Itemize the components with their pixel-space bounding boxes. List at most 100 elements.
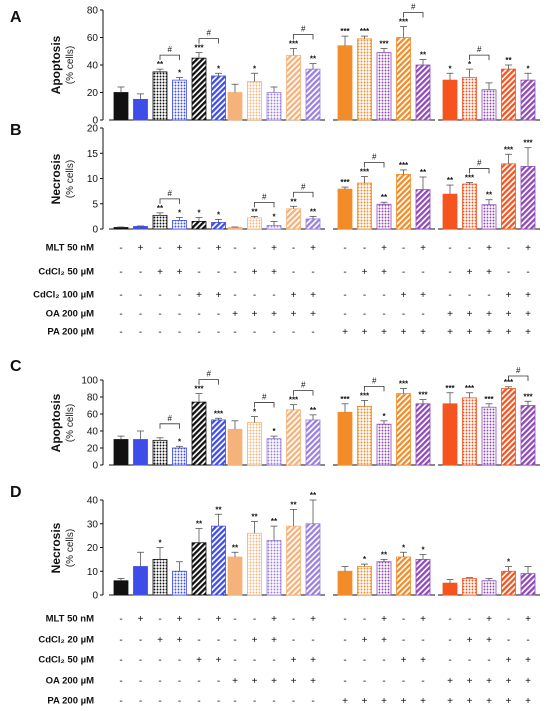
- panel-label-A: A: [10, 9, 22, 26]
- condition-sign: +: [216, 614, 222, 625]
- condition-sign: -: [139, 290, 142, 301]
- bar: [520, 405, 536, 466]
- bar: [376, 423, 392, 466]
- condition-sign: +: [420, 614, 426, 625]
- condition-sign: -: [158, 243, 161, 254]
- condition-sign: -: [292, 614, 295, 625]
- condition-sign: +: [447, 696, 453, 707]
- y-tick-label: 20: [87, 444, 99, 455]
- condition-sign: +: [381, 327, 387, 338]
- bar: [113, 227, 129, 230]
- bracket-label: #: [301, 25, 306, 34]
- significance-label: **: [486, 191, 493, 200]
- comparison-bracket: [469, 54, 490, 61]
- condition-sign: +: [291, 309, 297, 320]
- bar: [357, 38, 372, 121]
- significance-label: *: [382, 412, 386, 421]
- significance-label: **: [157, 204, 164, 213]
- y-tick-label: 0: [92, 116, 98, 127]
- bracket-label: #: [168, 45, 173, 54]
- condition-sign: +: [157, 635, 163, 646]
- condition-sign: -: [217, 696, 220, 707]
- bar: [286, 54, 301, 121]
- condition-sign: -: [292, 243, 295, 254]
- bar: [266, 539, 282, 596]
- bar: [152, 558, 168, 596]
- condition-sign: +: [310, 676, 316, 687]
- condition-sign: -: [272, 327, 275, 338]
- bar: [191, 401, 207, 466]
- condition-sign: -: [526, 635, 529, 646]
- condition-sign: +: [447, 676, 453, 687]
- significance-label: **: [310, 55, 317, 64]
- condition-sign: -: [178, 696, 181, 707]
- y-tick-label: 0: [92, 461, 98, 472]
- condition-sign: +: [401, 696, 407, 707]
- condition-sign: -: [363, 655, 366, 666]
- significance-label: ***: [379, 40, 389, 49]
- conditions_top-row-label: CdCl₂ 100 µM: [33, 290, 94, 301]
- condition-sign: -: [526, 267, 529, 278]
- bar: [305, 419, 321, 466]
- bracket-label: #: [207, 370, 212, 379]
- condition-sign: +: [467, 635, 473, 646]
- y-axis-label: Apoptosis: [49, 393, 63, 452]
- comparison-bracket: [159, 198, 180, 204]
- bar: [305, 218, 321, 230]
- significance-label: ***: [360, 391, 370, 400]
- y-axis-label: Necrosis: [49, 153, 63, 204]
- significance-label: **: [381, 550, 388, 559]
- condition-sign: -: [158, 655, 161, 666]
- condition-sign: -: [158, 614, 161, 625]
- bracket-label: #: [372, 376, 377, 385]
- condition-sign: +: [271, 309, 277, 320]
- bar: [396, 556, 411, 596]
- condition-sign: -: [217, 309, 220, 320]
- significance-label: *: [178, 68, 182, 77]
- conditions_bottom-row-label: OA 200 µM: [46, 676, 95, 687]
- bar: [227, 92, 243, 121]
- condition-sign: +: [506, 696, 512, 707]
- bar: [442, 193, 458, 230]
- bracket-label: #: [262, 192, 267, 201]
- condition-sign: +: [486, 676, 492, 687]
- bar: [266, 92, 282, 121]
- bar: [172, 220, 187, 230]
- condition-sign: +: [447, 327, 453, 338]
- condition-sign: -: [311, 267, 314, 278]
- significance-label: ***: [399, 18, 409, 27]
- condition-sign: -: [448, 635, 451, 646]
- significance-label: ***: [360, 27, 370, 36]
- condition-sign: -: [507, 635, 510, 646]
- condition-sign: -: [402, 676, 405, 687]
- significance-label: *: [253, 64, 257, 73]
- bar: [247, 81, 262, 121]
- condition-sign: -: [468, 614, 471, 625]
- bar: [337, 188, 353, 230]
- condition-sign: -: [197, 267, 200, 278]
- bracket-label: #: [262, 393, 267, 402]
- conditions_top-row-label: OA 200 µM: [46, 309, 95, 320]
- condition-sign: -: [468, 290, 471, 301]
- bar: [305, 523, 321, 596]
- condition-sign: -: [253, 290, 256, 301]
- condition-sign: +: [310, 655, 316, 666]
- significance-label: ***: [194, 44, 204, 53]
- bar: [501, 570, 516, 596]
- significance-label: *: [217, 210, 221, 219]
- y-tick-label: 60: [87, 33, 99, 44]
- condition-sign: -: [507, 614, 510, 625]
- condition-sign: -: [382, 676, 385, 687]
- condition-sign: -: [253, 327, 256, 338]
- condition-sign: +: [420, 655, 426, 666]
- condition-sign: +: [506, 655, 512, 666]
- significance-label: ***: [194, 385, 204, 394]
- significance-label: ***: [340, 395, 350, 404]
- y-axis-label: Apoptosis: [49, 35, 63, 94]
- condition-sign: +: [310, 290, 316, 301]
- condition-sign: -: [197, 309, 200, 320]
- condition-sign: -: [343, 309, 346, 320]
- condition-sign: +: [401, 655, 407, 666]
- condition-sign: +: [216, 243, 222, 254]
